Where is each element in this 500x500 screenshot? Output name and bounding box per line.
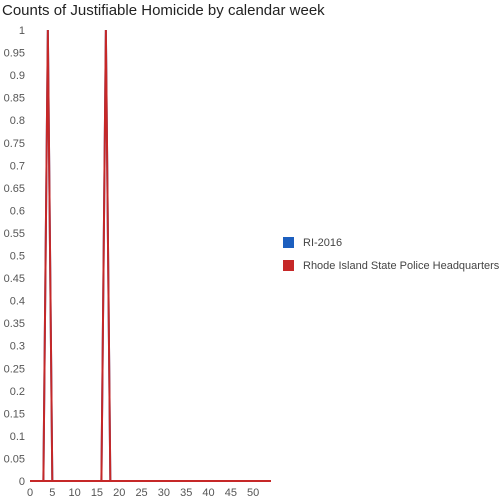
chart-title: Counts of Justifiable Homicide by calend… (2, 2, 325, 19)
legend: RI-2016 Rhode Island State Police Headqu… (283, 236, 499, 282)
series-line-ri-2016 (30, 29, 271, 482)
x-tick-label: 20 (113, 487, 125, 499)
y-tick-label: 0.35 (4, 318, 25, 330)
legend-label-state-police-hq: Rhode Island State Police Headquarters (303, 259, 500, 272)
y-tick-label: 0.9 (10, 70, 25, 82)
y-tick-label: 0.85 (4, 93, 25, 105)
y-tick-label: 0.8 (10, 115, 25, 127)
y-tick-label: 0.65 (4, 183, 25, 195)
x-tick-label: 15 (91, 487, 103, 499)
y-tick-label: 0.7 (10, 160, 25, 172)
y-tick-label: 0.45 (4, 273, 25, 285)
y-tick-label: 0.4 (10, 296, 25, 308)
x-tick-label: 25 (135, 487, 147, 499)
y-tick-label: 0.5 (10, 251, 25, 263)
y-tick-label: 0.05 (4, 453, 25, 465)
y-tick-label: 0.2 (10, 386, 25, 398)
x-tick-label: 5 (49, 487, 55, 499)
y-tick-label: 0.55 (4, 228, 25, 240)
x-tick-label: 50 (247, 487, 259, 499)
y-tick-label: 0.6 (10, 205, 25, 217)
y-tick-label: 0.1 (10, 431, 25, 443)
x-tick-label: 40 (202, 487, 214, 499)
legend-item-state-police-hq[interactable]: Rhode Island State Police Headquarters (283, 259, 499, 272)
x-tick-label: 45 (225, 487, 237, 499)
x-tick-label: 35 (180, 487, 192, 499)
y-tick-label: 0.75 (4, 138, 25, 150)
y-tick-label: 1 (19, 25, 25, 37)
legend-swatch-ri-2016 (283, 237, 294, 248)
legend-swatch-state-police-hq (283, 260, 294, 271)
x-tick-label: 0 (27, 487, 33, 499)
y-tick-label: 0 (19, 476, 25, 488)
y-tick-label: 0.3 (10, 341, 25, 353)
y-tick-label: 0.95 (4, 48, 25, 60)
y-tick-label: 0.15 (4, 408, 25, 420)
series-line-state-police-hq (30, 29, 271, 482)
legend-item-ri-2016[interactable]: RI-2016 (283, 236, 499, 249)
y-tick-label: 0.25 (4, 363, 25, 375)
x-tick-label: 10 (69, 487, 81, 499)
x-tick-label: 30 (158, 487, 170, 499)
legend-label-ri-2016: RI-2016 (303, 236, 343, 249)
